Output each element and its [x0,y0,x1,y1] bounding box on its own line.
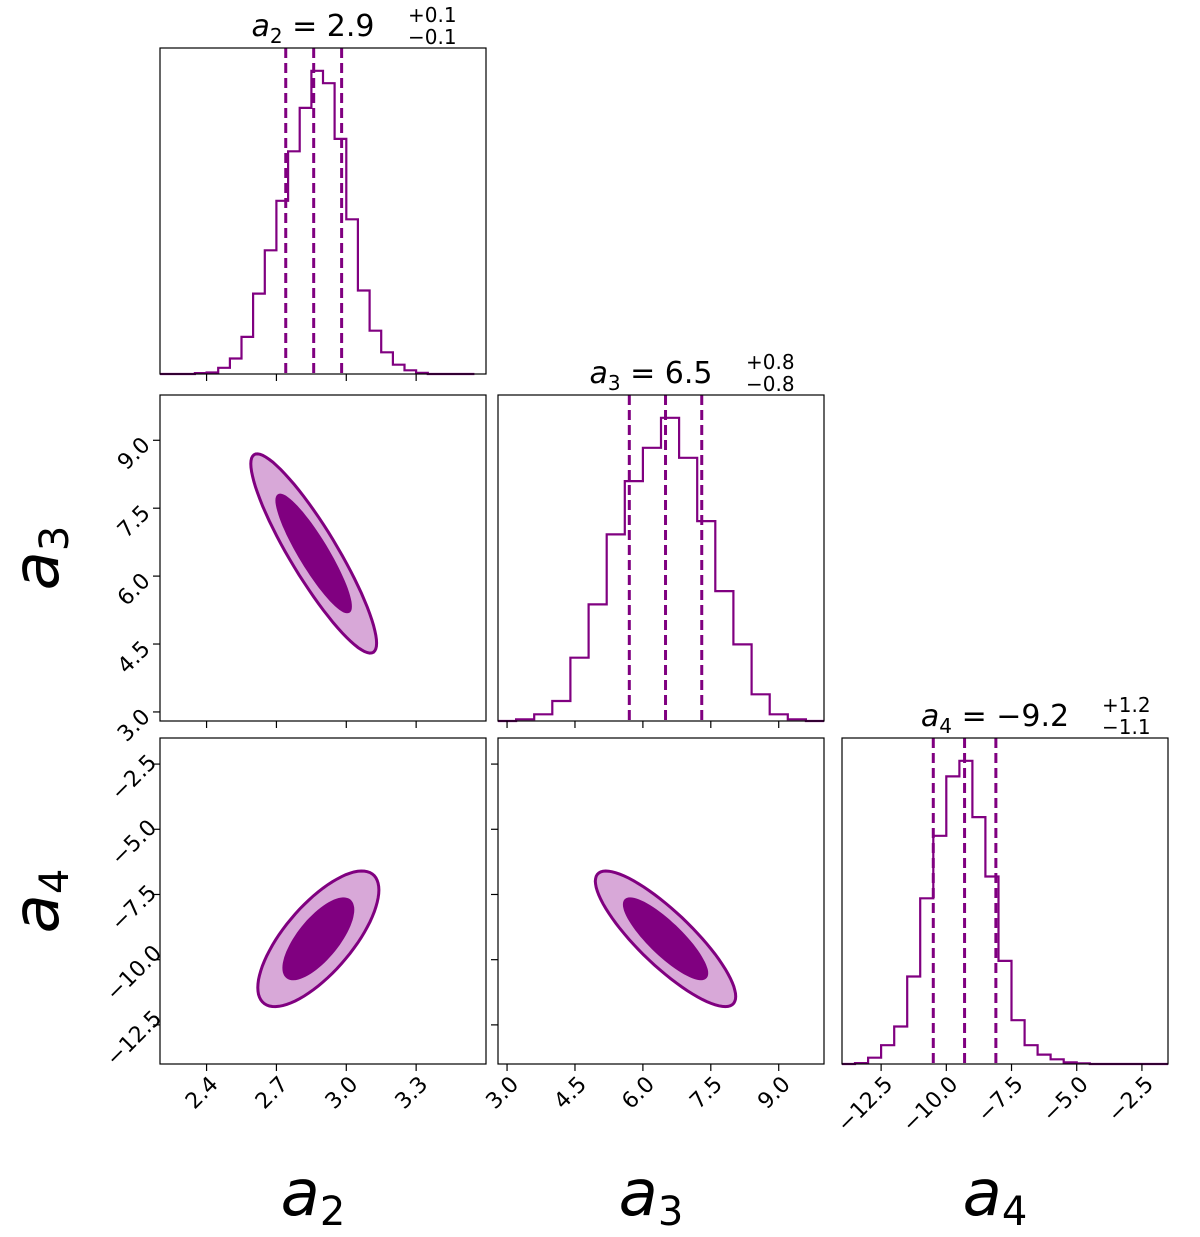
y-tick-label-1-2: 6.0 [113,569,155,611]
panel-frame-0-0 [159,47,487,375]
title-lower-error-1: −0.1 [408,25,457,49]
x-tick-label-0-0: 2.4 [181,1072,223,1114]
x-tick-label-2-3: −5.0 [1038,1072,1093,1127]
title-subscript-2: 3 [608,371,621,395]
title-subscript-1: 2 [270,24,283,48]
y-tick-label-1-4: 9.0 [113,433,155,475]
panel-frame-2-1 [497,737,825,1065]
x-axis-symbol-1: a [281,1157,320,1231]
x-tick-label-1-3: 7.5 [685,1072,727,1114]
panel-frame-1-1 [497,394,825,722]
x-axis-label-3: a4 [963,1157,1028,1235]
x-tick-label-0-1: 2.7 [251,1072,293,1114]
x-tick-label-0-2: 3.0 [321,1072,363,1114]
panel-title-3: a4 = −9.2 [921,699,1069,738]
title-symbol-2: a [589,356,607,391]
x-tick-label-2-2: −7.5 [973,1072,1028,1127]
x-axis-label-1: a2 [281,1157,346,1235]
panel-title-2: a3 = 6.5 [589,356,712,395]
y-tick-label-2-0: −12.5 [102,1006,167,1071]
y-axis-label-3: a4 [0,869,78,934]
histogram-2 [498,416,824,723]
y-tick-label-1-3: 7.5 [113,501,155,543]
y-tick-label-2-2: −7.5 [107,881,162,936]
y-axis-subscript-3: 4 [32,869,78,894]
x-tick-label-2-4: −2.5 [1103,1072,1158,1127]
title-value-1: = 2.9 [283,9,375,44]
x-tick-label-0-3: 3.3 [391,1072,433,1114]
histogram-1 [160,69,475,376]
panel-frame-2-0 [159,737,487,1065]
title-upper-error-3: +1.2 [1102,693,1151,717]
title-lower-error-3: −1.1 [1102,715,1151,739]
title-symbol-1: a [251,9,269,44]
title-subscript-3: 4 [939,714,952,738]
contour-inner-3 [622,897,709,981]
contour-inner-2 [282,897,355,981]
y-axis-label-2: a3 [0,526,78,591]
panel-frame-2-2 [841,737,1169,1065]
x-axis-symbol-3: a [963,1157,1002,1231]
x-tick-label-1-2: 6.0 [617,1072,659,1114]
y-axis-symbol-3: a [0,894,74,933]
contour-inner-1 [275,493,352,614]
x-tick-label-1-1: 4.5 [550,1072,592,1114]
title-lower-error-2: −0.8 [746,372,795,396]
title-upper-error-2: +0.8 [746,350,795,374]
panel-frame-1-0 [159,394,487,722]
y-tick-label-2-4: −2.5 [107,750,162,805]
title-upper-error-1: +0.1 [408,3,457,27]
y-axis-subscript-2: 3 [32,526,78,551]
y-tick-label-1-0: 3.0 [113,705,155,747]
y-tick-label-2-3: −5.0 [107,815,162,870]
y-tick-label-2-1: −10.0 [102,941,167,1006]
panel-title-1: a2 = 2.9 [251,9,374,48]
title-value-2: = 6.5 [621,356,713,391]
x-axis-subscript-3: 4 [1002,1189,1027,1235]
y-axis-symbol-2: a [0,551,74,590]
title-symbol-3: a [921,699,939,734]
x-axis-subscript-1: 2 [320,1189,345,1235]
x-axis-label-2: a3 [619,1157,684,1235]
title-value-3: = −9.2 [952,699,1069,734]
x-tick-label-1-4: 9.0 [753,1072,795,1114]
histogram-3 [842,759,1168,1066]
x-tick-label-1-0: 3.0 [482,1072,524,1114]
y-tick-label-1-1: 4.5 [113,637,155,679]
x-axis-symbol-2: a [619,1157,658,1231]
x-axis-subscript-2: 3 [658,1189,683,1235]
x-tick-label-2-1: −10.0 [898,1072,963,1137]
x-tick-label-2-0: −12.5 [833,1072,898,1137]
